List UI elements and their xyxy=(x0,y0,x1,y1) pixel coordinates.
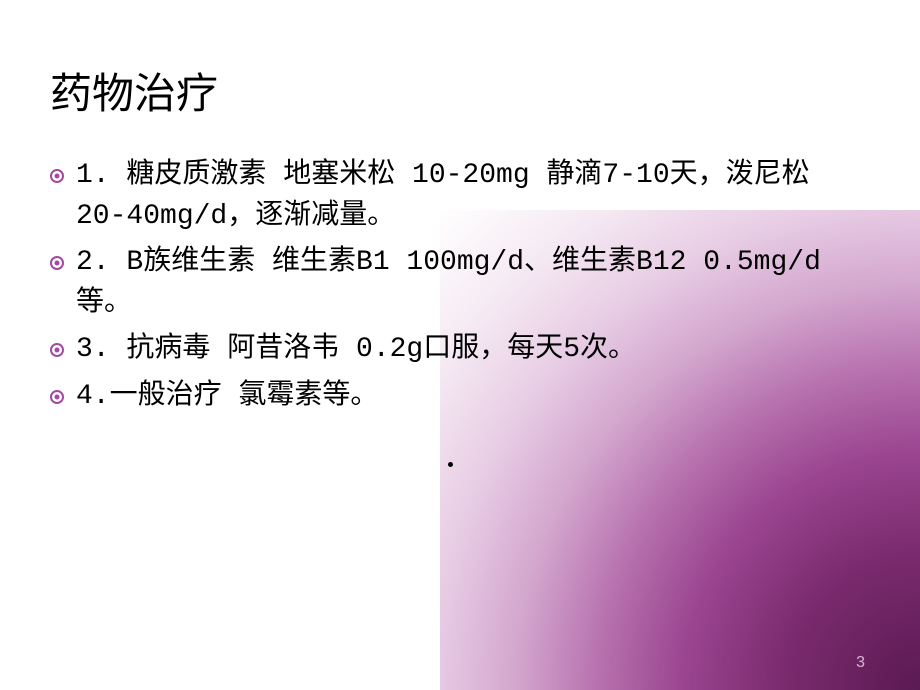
list-item: 1. 糖皮质激素 地塞米松 10-20mg 静滴7-10天，泼尼松 20-40m… xyxy=(50,156,870,237)
list-item: 3. 抗病毒 阿昔洛韦 0.2g口服，每天5次。 xyxy=(50,330,870,371)
slide-title: 药物治疗 xyxy=(50,60,870,121)
bullet-text: 4.一般治疗 氯霉素等。 xyxy=(76,377,378,418)
list-item: 2. B族维生素 维生素B1 100mg/d、维生素B12 0.5mg/d等。 xyxy=(50,243,870,324)
page-number: 3 xyxy=(856,654,865,672)
bullet-text: 1. 糖皮质激素 地塞米松 10-20mg 静滴7-10天，泼尼松 20-40m… xyxy=(76,156,870,237)
bullet-list: 1. 糖皮质激素 地塞米松 10-20mg 静滴7-10天，泼尼松 20-40m… xyxy=(50,156,870,418)
bullet-icon xyxy=(50,343,64,357)
bullet-text: 3. 抗病毒 阿昔洛韦 0.2g口服，每天5次。 xyxy=(76,330,636,371)
slide-content: 药物治疗 1. 糖皮质激素 地塞米松 10-20mg 静滴7-10天，泼尼松 2… xyxy=(0,0,920,418)
bullet-icon xyxy=(50,256,64,270)
center-dot xyxy=(448,462,453,467)
bullet-icon xyxy=(50,169,64,183)
bullet-text: 2. B族维生素 维生素B1 100mg/d、维生素B12 0.5mg/d等。 xyxy=(76,243,870,324)
list-item: 4.一般治疗 氯霉素等。 xyxy=(50,377,870,418)
bullet-icon xyxy=(50,390,64,404)
